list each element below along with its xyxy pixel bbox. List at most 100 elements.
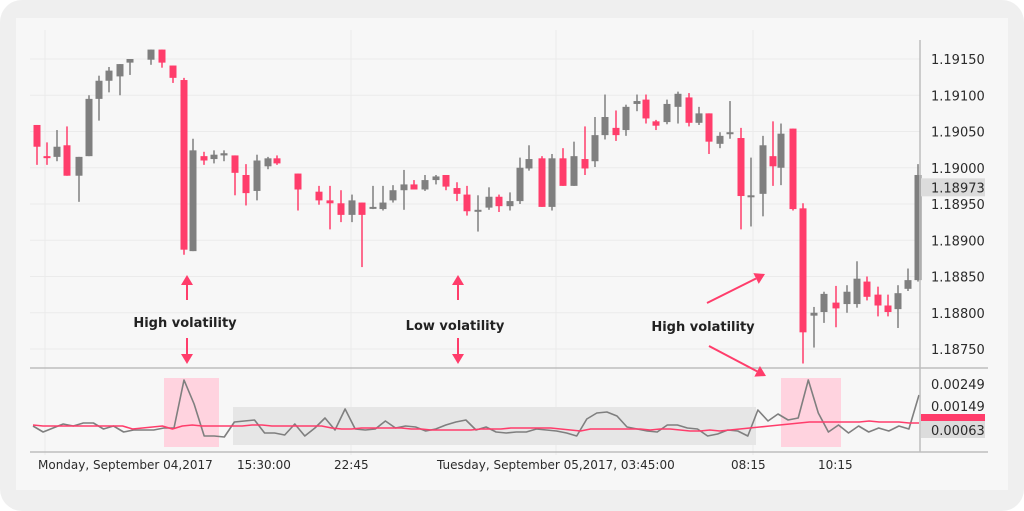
candle-body	[348, 200, 356, 215]
candle-body	[622, 106, 630, 131]
price-tick-label: 1.18850	[931, 271, 985, 286]
candle-body	[180, 80, 188, 250]
price-tick-label: 1.18900	[931, 234, 985, 249]
candle-body	[432, 176, 440, 181]
candle	[474, 195, 482, 232]
candle-body	[525, 159, 533, 169]
arrow-shaft	[708, 345, 758, 373]
candle-body	[242, 175, 250, 194]
candle	[591, 117, 599, 168]
annotation-label: Low volatility	[406, 319, 505, 334]
candle-body	[379, 202, 387, 210]
candle-body	[716, 135, 724, 144]
candle-body	[705, 113, 713, 142]
candle-body	[799, 208, 807, 333]
candle-body	[485, 196, 493, 208]
candle	[147, 49, 155, 65]
candle-body	[158, 49, 166, 63]
candle	[273, 155, 281, 165]
candle-body	[453, 188, 461, 194]
candle	[874, 286, 882, 317]
candle-body	[463, 194, 471, 212]
price-tick-label: 1.19000	[931, 162, 985, 177]
price-tick-label: 1.19050	[931, 126, 985, 141]
candle	[105, 66, 113, 93]
candle-body	[810, 312, 818, 316]
candle	[210, 150, 218, 164]
candle	[663, 99, 671, 125]
candle-body	[294, 173, 302, 190]
time-axis-label: 22:45	[334, 458, 369, 472]
candle-body	[33, 124, 41, 147]
candle-body	[581, 159, 589, 169]
candle-body	[358, 202, 366, 215]
candle	[789, 128, 797, 211]
candle	[737, 127, 745, 230]
candle	[43, 142, 51, 165]
candle	[581, 126, 589, 175]
candle	[914, 164, 922, 282]
time-axis-label: 08:15	[731, 458, 766, 472]
candle	[180, 77, 188, 255]
arrow-head	[754, 366, 766, 377]
candle-body	[389, 190, 397, 201]
arrow-down-icon	[181, 338, 193, 364]
candle	[485, 187, 493, 210]
arrow-shaft	[706, 277, 757, 304]
candle	[326, 185, 334, 230]
candle-body	[685, 97, 693, 123]
candle	[810, 306, 818, 348]
candle-body	[253, 160, 261, 191]
candle	[506, 192, 514, 211]
candle-body	[642, 99, 650, 119]
candle	[315, 185, 323, 205]
candle-body	[789, 128, 797, 210]
candle	[158, 49, 166, 68]
price-tick-label: 1.18750	[931, 343, 985, 358]
annotation-label: High volatility	[133, 316, 237, 331]
candle	[633, 94, 641, 112]
candle	[95, 75, 103, 121]
candle	[622, 104, 630, 136]
candle	[705, 113, 713, 154]
candle-body	[737, 138, 745, 197]
gridlines	[30, 30, 920, 455]
candle-body	[863, 281, 871, 297]
candle-body	[612, 127, 620, 136]
candle-body	[538, 158, 546, 207]
candle-body	[663, 103, 671, 123]
candle-body	[315, 191, 323, 201]
candle	[116, 64, 124, 96]
candle-body	[210, 154, 218, 160]
candle	[769, 121, 777, 186]
candle	[369, 185, 377, 210]
candle-body	[747, 195, 755, 198]
candle	[642, 94, 650, 124]
candle-body	[53, 146, 61, 157]
candle-body	[231, 155, 239, 173]
candle-body	[43, 156, 51, 159]
candle-body	[220, 153, 228, 156]
volatility-indicator	[32, 379, 920, 438]
time-axis-label: Monday, September 04,2017	[38, 458, 213, 472]
candle	[389, 185, 397, 203]
candle-body	[726, 132, 734, 135]
candle	[799, 203, 807, 364]
candle	[716, 132, 724, 149]
candle-body	[474, 209, 482, 212]
candle-body	[105, 70, 113, 81]
candle	[559, 148, 567, 186]
arrow-head	[181, 354, 193, 364]
indicator-gray-marker	[921, 421, 985, 438]
candle	[400, 169, 408, 210]
candle-body	[147, 49, 155, 60]
price-tick-label: 1.19150	[931, 53, 985, 68]
arrow-up-icon	[452, 275, 464, 300]
candle-body	[85, 98, 93, 157]
candle	[200, 151, 208, 165]
candle	[652, 119, 660, 131]
candle-body	[633, 101, 641, 104]
candle	[495, 194, 503, 212]
candle-body	[264, 158, 272, 167]
